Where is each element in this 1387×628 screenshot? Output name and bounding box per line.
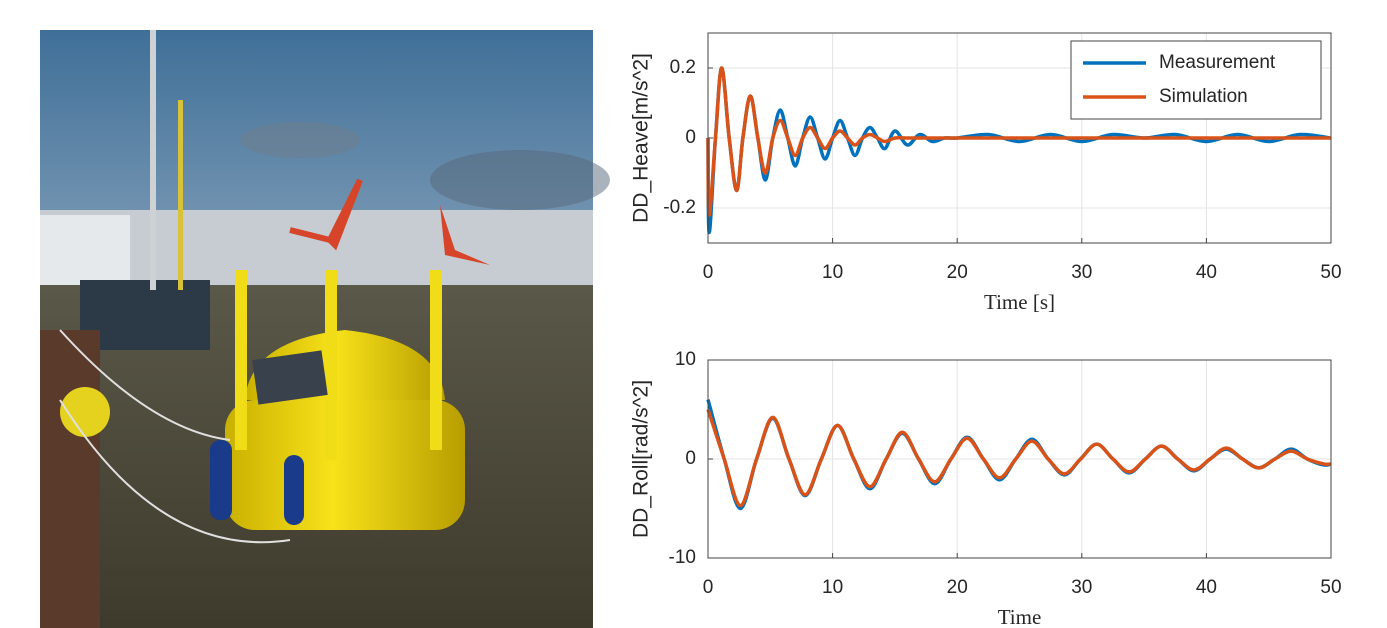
x-tick-label: 30 — [1071, 577, 1092, 598]
legend-label: Measurement — [1159, 52, 1276, 73]
x-tick-label: 0 — [703, 262, 714, 283]
x-tick-label: 30 — [1071, 262, 1092, 283]
x-tick-label: 40 — [1196, 577, 1217, 598]
x-axis-label: Time [s] — [984, 290, 1055, 314]
x-tick-label: 20 — [947, 577, 968, 598]
y-tick-label: 10 — [675, 349, 696, 370]
y-tick-label: 0 — [685, 127, 696, 148]
photo — [40, 30, 610, 628]
y-tick-label: -10 — [669, 547, 696, 568]
x-tick-label: 50 — [1320, 577, 1341, 598]
y-tick-label: -0.2 — [663, 197, 696, 218]
x-axis-label: Time — [998, 605, 1042, 628]
y-axis-label: DD_Heave[m/s^2] — [630, 53, 653, 223]
x-tick-label: 0 — [703, 577, 714, 598]
y-axis-label: DD_Roll[rad/s^2] — [630, 380, 653, 538]
y-tick-label: 0 — [685, 448, 696, 469]
figure: 0 10 20 30 40 50 -0.2 0 0.2 Time [s] DD_Heave[m/s^… — [0, 0, 1387, 628]
y-tick-label: 0.2 — [670, 57, 696, 78]
legend-label: Simulation — [1159, 86, 1248, 107]
x-tick-label: 40 — [1196, 262, 1217, 283]
x-tick-label: 10 — [822, 262, 843, 283]
x-tick-label: 20 — [947, 262, 968, 283]
x-tick-label: 50 — [1320, 262, 1341, 283]
x-tick-label: 10 — [822, 577, 843, 598]
page: {"chart_data": [ {"type": "line", "xlabe… — [0, 0, 1387, 628]
